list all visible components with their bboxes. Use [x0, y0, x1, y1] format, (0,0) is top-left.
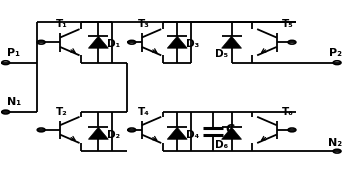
Text: C: C	[225, 123, 234, 136]
Polygon shape	[167, 127, 187, 139]
Text: T₆: T₆	[281, 107, 293, 117]
Text: D₁: D₁	[107, 39, 120, 49]
Text: D₃: D₃	[186, 39, 199, 49]
Polygon shape	[88, 127, 108, 139]
Text: P₂: P₂	[329, 48, 342, 58]
Text: N₁: N₁	[7, 97, 21, 107]
Text: N₂: N₂	[328, 138, 342, 148]
Text: T₃: T₃	[137, 19, 149, 29]
Polygon shape	[88, 36, 108, 48]
Text: D₅: D₅	[215, 49, 228, 59]
Text: T₁: T₁	[56, 19, 68, 29]
Polygon shape	[222, 127, 242, 139]
Text: T₅: T₅	[281, 19, 293, 29]
Polygon shape	[167, 36, 187, 48]
Text: D₂: D₂	[107, 130, 120, 140]
Text: D₆: D₆	[215, 140, 228, 150]
Text: P₁: P₁	[7, 48, 20, 58]
Text: T₄: T₄	[137, 107, 149, 117]
Polygon shape	[222, 36, 242, 48]
Text: T₂: T₂	[56, 107, 68, 117]
Text: D₄: D₄	[186, 130, 199, 140]
